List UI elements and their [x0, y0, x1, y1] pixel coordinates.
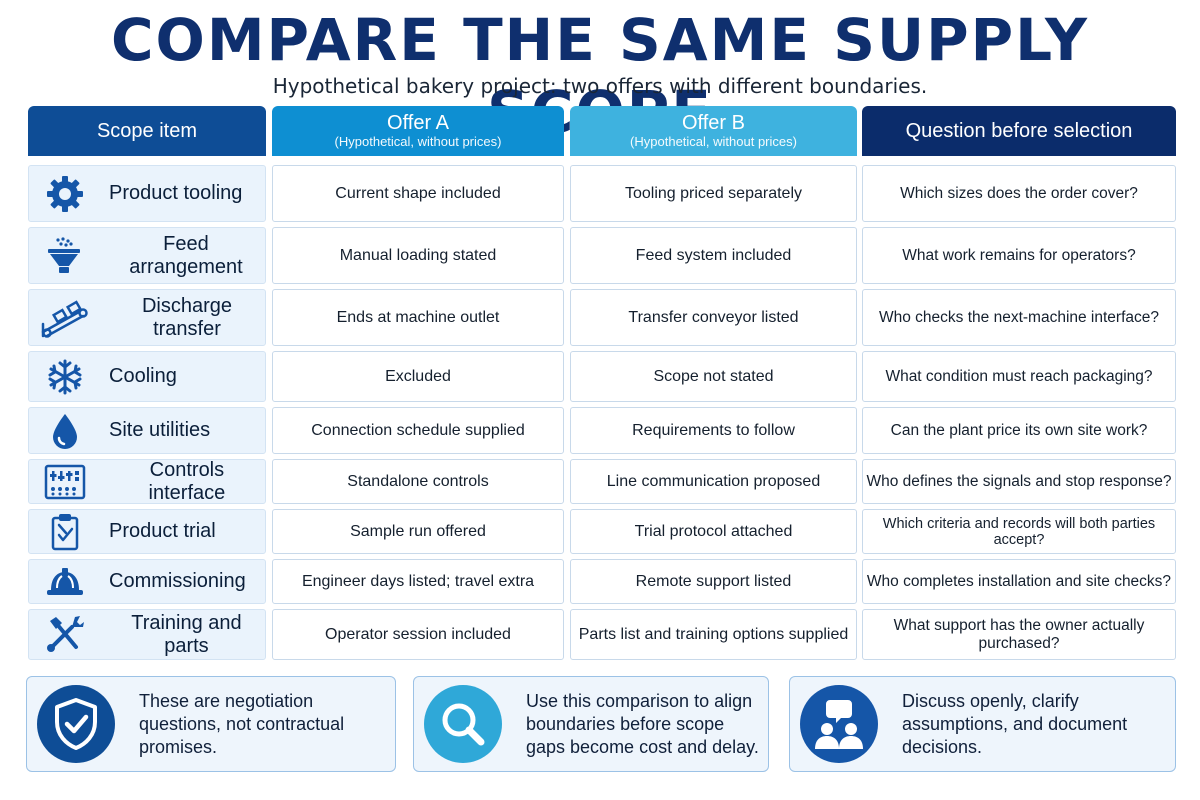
- page-subtitle: Hypothetical bakery project: two offers …: [272, 74, 928, 98]
- header-question-label: Question before selection: [905, 120, 1133, 142]
- scope-item-label: Product tooling: [109, 182, 243, 204]
- question-cell: Which sizes does the order cover?: [862, 165, 1176, 222]
- scope-item-cell: Commissioning: [28, 559, 266, 604]
- table-row: Product tooling Current shape included T…: [28, 165, 1178, 222]
- scope-item-label: Controls interface: [148, 458, 226, 504]
- offer-b-cell: Line communication proposed: [570, 459, 857, 504]
- scope-item-label: Discharge transfer: [141, 294, 233, 340]
- scope-item-label: Feed arrangement: [129, 232, 243, 278]
- conveyor-icon: [39, 298, 91, 338]
- offer-a-cell: Operator session included: [272, 609, 564, 660]
- question-cell: Who completes installation and site chec…: [862, 559, 1176, 604]
- header-offer-a-sublabel: (Hypothetical, without prices): [334, 134, 502, 149]
- scope-item-cell: Controls interface: [28, 459, 266, 504]
- hopper-icon: [39, 236, 89, 276]
- offer-a-cell: Current shape included: [272, 165, 564, 222]
- question-cell: What condition must reach packaging?: [862, 351, 1176, 402]
- scope-item-cell: Cooling: [28, 351, 266, 402]
- question-cell: Which criteria and records will both par…: [862, 509, 1176, 554]
- offer-a-cell: Manual loading stated: [272, 227, 564, 284]
- magnifier-icon: [424, 685, 502, 763]
- header-scope-item: Scope item: [28, 106, 266, 156]
- table-row: Training and parts Operator session incl…: [28, 609, 1178, 660]
- tools-icon: [39, 615, 90, 655]
- note-align-boundaries: Use this comparison to align boundaries …: [413, 676, 769, 772]
- table-row: Site utilities Connection schedule suppl…: [28, 407, 1178, 454]
- water-drop-icon: [39, 411, 91, 451]
- table-row: Controls interface Standalone controls L…: [28, 459, 1178, 504]
- snowflake-icon: [39, 357, 91, 397]
- note-text: Discuss openly, clarify assumptions, and…: [902, 690, 1128, 757]
- scope-item-cell: Product trial: [28, 509, 266, 554]
- scope-item-label: Training and parts: [131, 611, 242, 657]
- control-panel-icon: [39, 462, 91, 502]
- clipboard-check-icon: [39, 512, 91, 552]
- offer-a-cell: Ends at machine outlet: [272, 289, 564, 346]
- header-question: Question before selection: [862, 106, 1176, 156]
- header-offer-b-sublabel: (Hypothetical, without prices): [630, 134, 797, 149]
- table-row: Commissioning Engineer days listed; trav…: [28, 559, 1178, 604]
- question-cell: What work remains for operators?: [862, 227, 1176, 284]
- scope-item-cell: Training and parts: [28, 609, 266, 660]
- header-offer-a: Offer A (Hypothetical, without prices): [272, 106, 564, 156]
- offer-b-cell: Feed system included: [570, 227, 857, 284]
- offer-a-cell: Excluded: [272, 351, 564, 402]
- offer-a-cell: Standalone controls: [272, 459, 564, 504]
- gear-icon: [39, 174, 91, 214]
- table-row: Product trial Sample run offered Trial p…: [28, 509, 1178, 554]
- offer-a-cell: Connection schedule supplied: [272, 407, 564, 454]
- header-offer-a-label: Offer A: [387, 112, 449, 134]
- offer-a-cell: Sample run offered: [272, 509, 564, 554]
- scope-item-cell: Feed arrangement: [28, 227, 266, 284]
- question-cell: What support has the owner actually purc…: [862, 609, 1176, 660]
- offer-b-cell: Transfer conveyor listed: [570, 289, 857, 346]
- shield-check-icon: [37, 685, 115, 763]
- offer-b-cell: Requirements to follow: [570, 407, 857, 454]
- scope-item-cell: Site utilities: [28, 407, 266, 454]
- header-scope-label: Scope item: [96, 120, 198, 142]
- note-text: Use this comparison to align boundaries …: [526, 690, 759, 757]
- offer-b-cell: Parts list and training options supplied: [570, 609, 857, 660]
- scope-item-label: Commissioning: [109, 570, 246, 592]
- scope-item-label: Site utilities: [109, 419, 211, 441]
- note-negotiation: These are negotiation questions, not con…: [26, 676, 396, 772]
- scope-item-cell: Discharge transfer: [28, 289, 266, 346]
- header-offer-b-label: Offer B: [682, 112, 745, 134]
- question-cell: Who defines the signals and stop respons…: [862, 459, 1176, 504]
- note-text: These are negotiation questions, not con…: [139, 690, 345, 757]
- offer-a-cell: Engineer days listed; travel extra: [272, 559, 564, 604]
- table-row: Cooling Excluded Scope not stated What c…: [28, 351, 1178, 402]
- question-cell: Who checks the next-machine interface?: [862, 289, 1176, 346]
- offer-b-cell: Remote support listed: [570, 559, 857, 604]
- table-row: Feed arrangement Manual loading stated F…: [28, 227, 1178, 284]
- table-row: Discharge transfer Ends at machine outle…: [28, 289, 1178, 346]
- header-offer-b: Offer B (Hypothetical, without prices): [570, 106, 857, 156]
- offer-b-cell: Trial protocol attached: [570, 509, 857, 554]
- scope-item-label: Cooling: [109, 365, 177, 387]
- note-discuss: Discuss openly, clarify assumptions, and…: [789, 676, 1176, 772]
- scope-item-label: Product trial: [109, 520, 216, 542]
- offer-b-cell: Scope not stated: [570, 351, 857, 402]
- question-cell: Can the plant price its own site work?: [862, 407, 1176, 454]
- hard-hat-icon: [39, 562, 91, 602]
- scope-item-cell: Product tooling: [28, 165, 266, 222]
- offer-b-cell: Tooling priced separately: [570, 165, 857, 222]
- discussion-icon: [800, 685, 878, 763]
